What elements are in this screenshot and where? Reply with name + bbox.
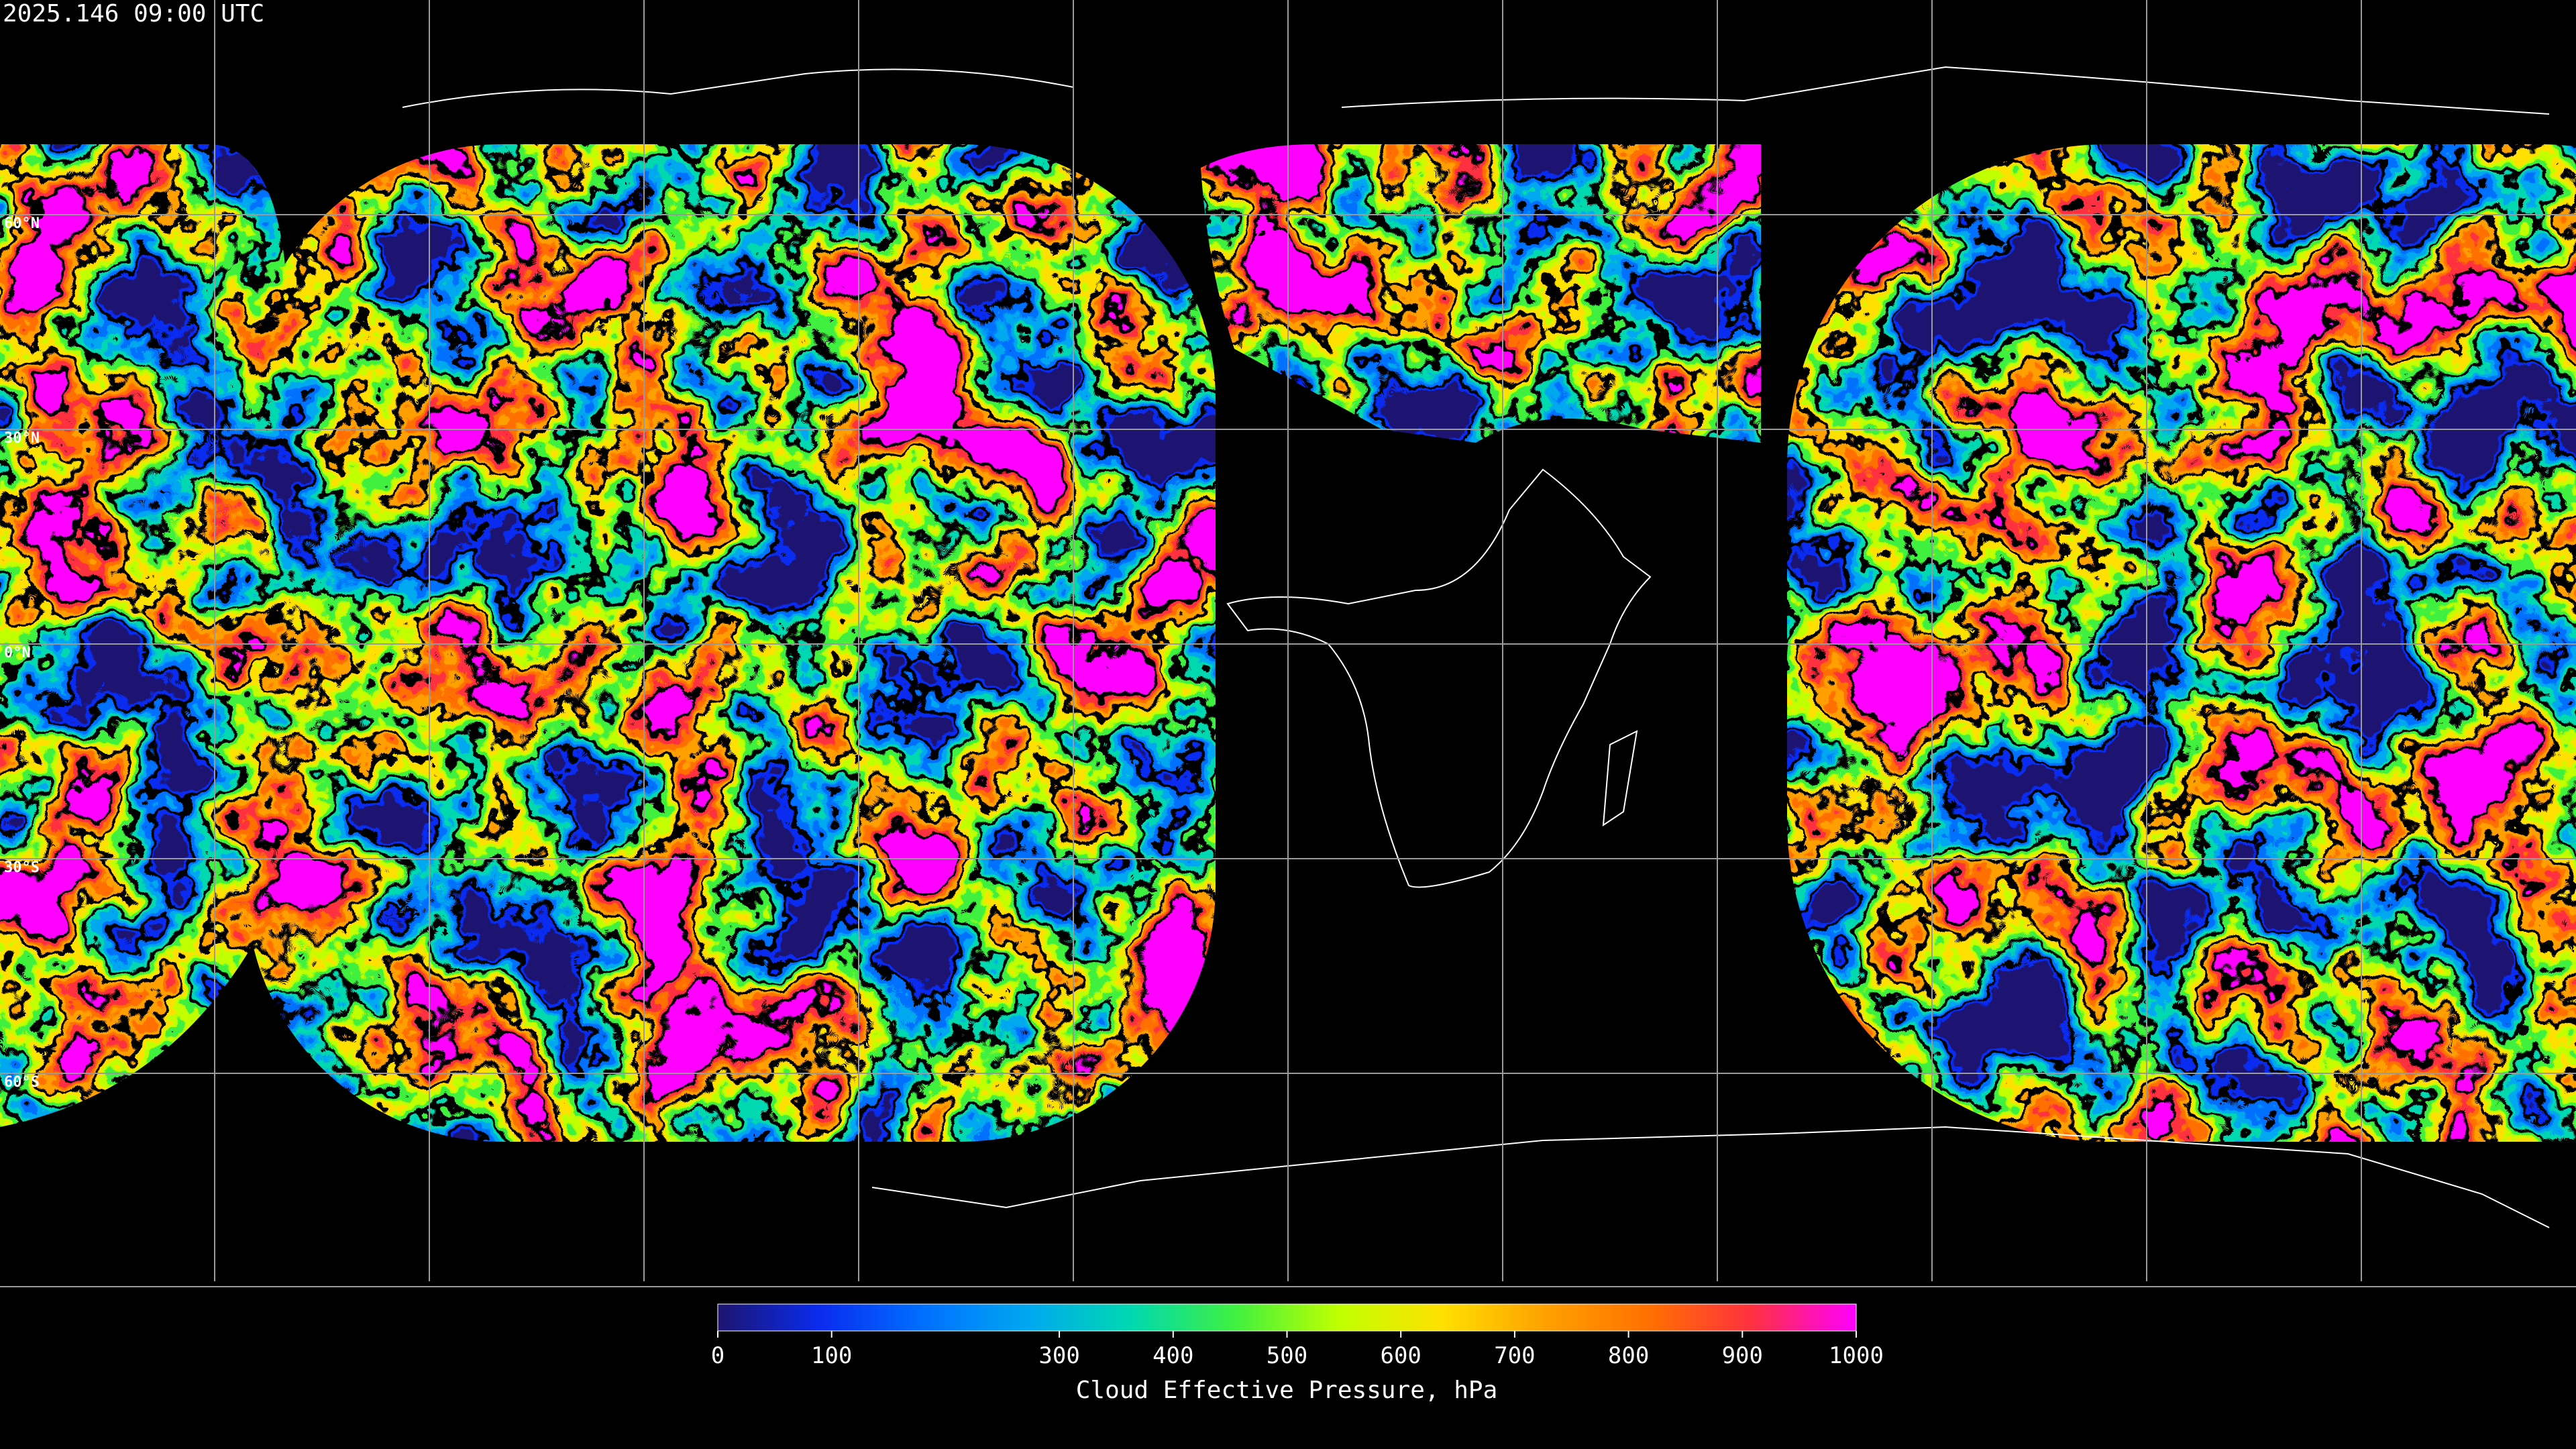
timestamp: 2025.146 09:00 UTC [3,0,264,28]
colorbar-gradient [717,1303,1857,1332]
colorbar-label: Cloud Effective Pressure, hPa [1076,1377,1498,1404]
colorbar-tick-label: 700 [1494,1342,1535,1369]
lat-label: 60°S [4,1074,40,1091]
colorbar-tick-label: 300 [1038,1342,1079,1369]
meridians [214,0,2362,1281]
arctic-coast [402,66,2550,115]
colorbar-tick-label: 900 [1722,1342,1763,1369]
colorbar-tick-label: 100 [811,1342,852,1369]
colorbar-tick-label: 800 [1608,1342,1649,1369]
colorbar: Cloud Effective Pressure, hPa 0 100 300 400… [711,1303,1884,1404]
antarctica-coast [871,1126,2550,1228]
colorbar-tick-label: 1000 [1829,1342,1884,1369]
africa-coast [1226,468,1652,888]
colorbar-tick-label: 500 [1267,1342,1307,1369]
lat-label: 30°S [4,859,40,876]
graticule [0,0,2576,1287]
lat-labels: 60°N 30°N 0°N 30°S 60°S [4,215,40,1091]
coastlines [402,66,2550,1228]
lat-label: 30°N [4,430,40,447]
lat-label: 0°N [4,645,31,661]
lat-label: 60°N [4,215,40,232]
colorbar-tick-label: 400 [1152,1342,1193,1369]
colorbar-tick-label: 600 [1380,1342,1421,1369]
madagascar-coast [1602,730,1638,826]
colorbar-tick-label: 0 [711,1342,724,1369]
